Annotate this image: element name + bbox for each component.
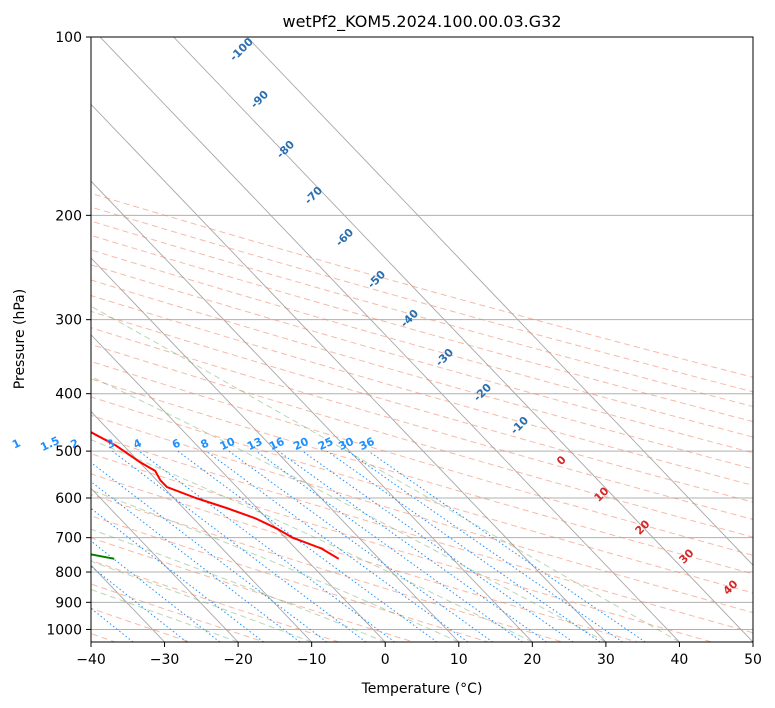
moist-adiabats <box>91 305 680 642</box>
dry-adiabat-line <box>91 192 753 378</box>
dry-adiabats <box>91 192 753 642</box>
dry-adiabat-line <box>91 414 753 614</box>
moist-adiabat-line <box>91 439 533 642</box>
plot-background <box>91 37 753 642</box>
mixing-ratio-label: 25 <box>316 435 335 453</box>
y-tick-label: 100 <box>55 30 82 46</box>
mixing-ratio-label: 36 <box>357 435 377 453</box>
moist-adiabat-line <box>91 588 239 642</box>
x-axis: −40 −30 −20 −10 0 10 20 30 40 50 <box>76 642 762 668</box>
dry-adiabat-line <box>91 473 638 642</box>
y-tick-label: 400 <box>55 387 82 403</box>
mixing-ratio-label: 1 <box>10 436 22 451</box>
isotherm-line <box>99 37 680 642</box>
isotherm-line <box>91 103 607 642</box>
x-tick-label: 10 <box>450 652 468 668</box>
moist-adiabat-line <box>91 528 386 642</box>
isotherm-line <box>91 334 386 642</box>
x-tick-label: 30 <box>597 652 615 668</box>
x-tick-label: −20 <box>223 652 253 668</box>
x-tick-label: −10 <box>297 652 327 668</box>
mixing-ratio-label: 16 <box>267 435 287 453</box>
mixing-ratio-line <box>228 450 493 642</box>
mixing-ratio-label: 30 <box>336 435 356 453</box>
dry-adiabat-line <box>91 453 712 642</box>
moist-adiabat-line <box>91 489 459 642</box>
y-tick-label: 800 <box>55 565 82 581</box>
moist-adiabat-line <box>91 560 312 642</box>
y-tick-label: 700 <box>55 531 82 547</box>
y-axis: 100 200 300 400 500 600 700 800 900 1000 <box>46 30 91 638</box>
y-tick-label: 500 <box>55 444 82 460</box>
isotherm-line <box>91 487 239 642</box>
isotherm-line <box>246 37 753 566</box>
dry-adiabat-line <box>91 279 753 470</box>
mixing-ratio-line <box>91 461 328 642</box>
temperature-profile-line <box>91 431 340 560</box>
x-tick-label: 40 <box>671 652 689 668</box>
y-axis-title: Pressure (hPa) <box>12 289 28 389</box>
isotherm-line <box>173 37 753 642</box>
y-tick-label: 1000 <box>46 622 82 638</box>
y-tick-label: 900 <box>55 595 82 611</box>
mixing-ratio-label: 20 <box>291 435 311 453</box>
mixing-ratio-line <box>255 450 523 642</box>
x-tick-label: 50 <box>744 652 762 668</box>
mixing-ratio-label: 10 <box>218 435 238 453</box>
mixing-ratio-lines <box>91 450 646 642</box>
dry-adiabat-line <box>91 515 489 642</box>
y-tick-label: 600 <box>55 491 82 507</box>
dry-adiabat-line <box>91 360 753 556</box>
y-tick-label: 300 <box>55 313 82 329</box>
mixing-ratio-line <box>91 481 301 642</box>
x-tick-label: 0 <box>381 652 390 668</box>
x-tick-label: −40 <box>76 652 106 668</box>
x-axis-title: Temperature (°C) <box>361 681 483 697</box>
x-tick-label: 20 <box>523 652 541 668</box>
dry-adiabat-line <box>91 264 753 454</box>
isotherm-line <box>91 410 312 642</box>
y-tick-label: 200 <box>55 208 82 224</box>
mixing-ratio-label: 13 <box>245 435 264 453</box>
plot-frame <box>90 36 754 643</box>
moist-adiabat-line <box>91 376 607 642</box>
isotherm-line <box>91 257 460 642</box>
mixing-ratio-line <box>302 450 574 642</box>
isotherm-grid <box>91 37 753 642</box>
moist-adiabat-line <box>91 305 680 642</box>
dry-adiabat-line <box>91 493 563 642</box>
mixing-ratio-line <box>177 450 438 642</box>
isotherm-line <box>91 180 533 642</box>
mixing-ratio-line <box>206 450 469 642</box>
sounding-series <box>91 431 340 560</box>
dry-adiabat-line <box>91 206 753 393</box>
mixing-ratio-line <box>278 450 547 642</box>
mixing-ratio-line <box>326 450 601 642</box>
x-tick-label: −30 <box>150 652 180 668</box>
chart-title: wetPf2_KOM5.2024.100.00.03.G32 <box>282 12 561 32</box>
dry-adiabat-line <box>91 433 753 634</box>
mixing-ratio-line <box>368 450 646 642</box>
dry-adiabat-line <box>91 310 753 503</box>
